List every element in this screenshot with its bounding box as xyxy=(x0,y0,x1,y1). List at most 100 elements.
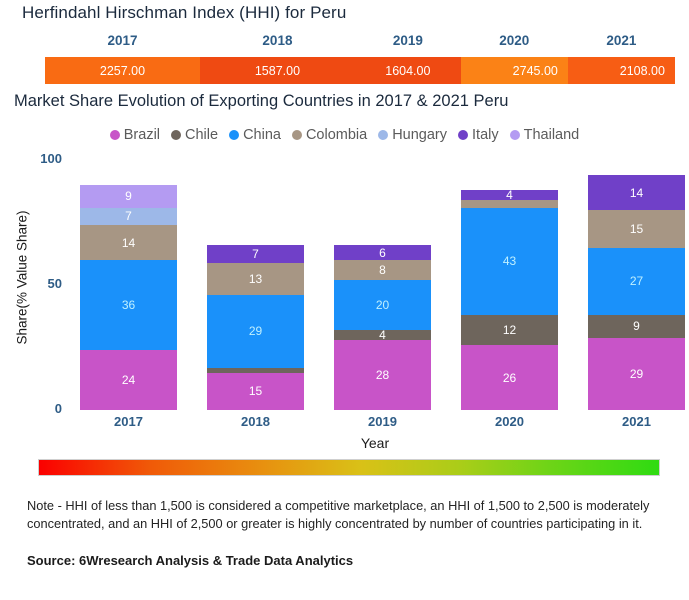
y-axis-ticks: 0 50 100 xyxy=(14,151,62,416)
bar-segment-china[interactable]: 20 xyxy=(334,280,431,330)
bar-segment-thailand[interactable]: 9 xyxy=(80,185,177,208)
bar-segment-italy[interactable]: 6 xyxy=(334,245,431,260)
legend-label: Chile xyxy=(185,127,219,143)
hhi-year-label: 2018 xyxy=(262,33,293,48)
bar-stack: 26 12 43 4 xyxy=(461,190,558,410)
bar-segment-brazil[interactable]: 15 xyxy=(207,372,304,410)
bar-value-label: 29 xyxy=(629,366,644,381)
legend-label: Italy xyxy=(472,127,499,143)
legend-label: Brazil xyxy=(123,127,161,143)
bar-segment-brazil[interactable]: 28 xyxy=(334,340,431,410)
bar-value-label: 9 xyxy=(633,319,640,334)
legend-swatch-icon xyxy=(458,130,469,140)
bar-value-label: 27 xyxy=(629,274,644,289)
hhi-value-cell: 2108.00 xyxy=(567,57,675,84)
hhi-year-header-row: 2017 2018 2019 2020 2021 xyxy=(45,33,675,48)
source-text: Source: 6Wresearch Analysis & Trade Data… xyxy=(27,553,354,568)
bar-value-label: 15 xyxy=(629,221,644,236)
hhi-value-bar: 2257.00 1587.00 1604.00 2745.00 2108.00 xyxy=(45,57,675,84)
y-tick-label: 50 xyxy=(47,276,62,291)
note-text: Note - HHI of less than 1,500 is conside… xyxy=(27,498,650,531)
bar-value-label: 20 xyxy=(375,298,390,312)
bar-value-label: 4 xyxy=(379,330,386,340)
x-tick-label: 2018 xyxy=(241,414,270,429)
concentration-gradient-strip xyxy=(38,459,660,476)
bar-segment-brazil[interactable]: 24 xyxy=(80,350,177,410)
bar-value-label: 8 xyxy=(379,263,386,277)
bar-value-label: 12 xyxy=(502,323,517,337)
bar-stack: 15 29 13 7 xyxy=(207,245,304,410)
bar-segment-china[interactable]: 27 xyxy=(588,247,685,315)
bar-value-label: 29 xyxy=(248,324,263,339)
bar-segment-hungary[interactable]: 7 xyxy=(80,207,177,225)
bar-value-label: 6 xyxy=(379,245,386,260)
legend-label: Colombia xyxy=(305,127,368,143)
legend-swatch-icon xyxy=(171,130,182,140)
hhi-value-cell: 2257.00 xyxy=(45,57,200,84)
hhi-title: Herfindahl Hirschman Index (HHI) for Per… xyxy=(22,3,347,22)
x-axis-ticks: 2017 2018 2019 2020 2021 xyxy=(72,414,678,434)
legend-swatch-icon xyxy=(229,130,240,140)
bar-segment-italy[interactable]: 4 xyxy=(461,190,558,200)
hhi-value-cell: 2745.00 xyxy=(460,57,568,84)
bar-segment-italy[interactable]: 7 xyxy=(207,245,304,263)
y-tick-label: 0 xyxy=(54,401,62,416)
hhi-year-label: 2017 xyxy=(107,33,138,48)
legend-swatch-icon xyxy=(378,130,389,140)
bar-segment-brazil[interactable]: 29 xyxy=(588,337,685,410)
bar-column-2020[interactable]: 26 12 43 4 xyxy=(461,190,558,410)
bar-columns: 24 36 14 7 9 15 29 13 7 28 4 20 8 6 26 12 43 4 29 9 27 15 14 xyxy=(72,160,685,410)
bar-segment-china[interactable]: 36 xyxy=(80,260,177,350)
bar-segment-colombia[interactable] xyxy=(461,200,558,208)
hhi-value-cell: 1604.00 xyxy=(354,57,461,84)
bar-value-label: 9 xyxy=(125,189,132,204)
bar-segment-china[interactable]: 43 xyxy=(461,207,558,315)
legend-item-thailand[interactable]: Thailand xyxy=(509,127,580,143)
bar-value-label: 14 xyxy=(629,185,644,200)
bar-value-label: 15 xyxy=(248,384,263,399)
bar-value-label: 14 xyxy=(121,235,136,250)
bar-value-label: 36 xyxy=(121,298,136,312)
bar-segment-chile[interactable]: 4 xyxy=(334,330,431,340)
bar-column-2017[interactable]: 24 36 14 7 9 xyxy=(80,185,177,410)
bar-segment-china[interactable]: 29 xyxy=(207,295,304,368)
bar-value-label: 24 xyxy=(121,373,136,387)
legend-swatch-icon xyxy=(109,130,120,140)
bar-column-2021[interactable]: 29 9 27 15 14 xyxy=(588,175,685,410)
bar-segment-colombia[interactable]: 8 xyxy=(334,260,431,280)
y-tick-label: 100 xyxy=(40,151,62,166)
bar-segment-colombia[interactable]: 14 xyxy=(80,225,177,260)
bar-segment-chile[interactable]: 12 xyxy=(461,315,558,345)
legend-label: Thailand xyxy=(523,127,580,143)
bar-value-label: 4 xyxy=(506,190,513,200)
hhi-year-label: 2019 xyxy=(392,33,423,48)
bar-value-label: 7 xyxy=(125,209,132,224)
bar-segment-italy[interactable]: 14 xyxy=(588,175,685,210)
legend-swatch-icon xyxy=(291,130,302,140)
bar-stack: 24 36 14 7 9 xyxy=(80,185,177,410)
legend-item-chile[interactable]: Chile xyxy=(171,127,218,143)
bar-segment-colombia[interactable]: 15 xyxy=(588,210,685,248)
legend-item-colombia[interactable]: Colombia xyxy=(291,127,368,143)
bar-segment-colombia[interactable]: 13 xyxy=(207,262,304,295)
x-tick-label: 2017 xyxy=(114,414,143,429)
bar-value-label: 26 xyxy=(502,370,517,385)
bar-column-2019[interactable]: 28 4 20 8 6 xyxy=(334,245,431,410)
x-axis-title: Year xyxy=(360,435,390,451)
x-tick-label: 2019 xyxy=(368,414,397,429)
bar-column-2018[interactable]: 15 29 13 7 xyxy=(207,245,304,410)
chart-title: Market Share Evolution of Exporting Coun… xyxy=(14,92,509,110)
legend-item-italy[interactable]: Italy xyxy=(458,127,499,143)
plot-area: Share(% Value Share) 0 50 100 24 36 14 7 9 15 29… xyxy=(0,151,689,451)
bar-segment-chile[interactable] xyxy=(207,367,304,373)
hhi-year-label: 2020 xyxy=(499,33,530,48)
legend-label: China xyxy=(243,127,281,143)
legend-item-brazil[interactable]: Brazil xyxy=(109,127,161,143)
hhi-value-cell: 1587.00 xyxy=(199,57,355,84)
bar-segment-brazil[interactable]: 26 xyxy=(461,345,558,410)
legend-item-china[interactable]: China xyxy=(229,127,281,143)
bar-segment-chile[interactable]: 9 xyxy=(588,315,685,338)
x-tick-label: 2021 xyxy=(622,414,651,429)
legend-item-hungary[interactable]: Hungary xyxy=(378,127,447,143)
